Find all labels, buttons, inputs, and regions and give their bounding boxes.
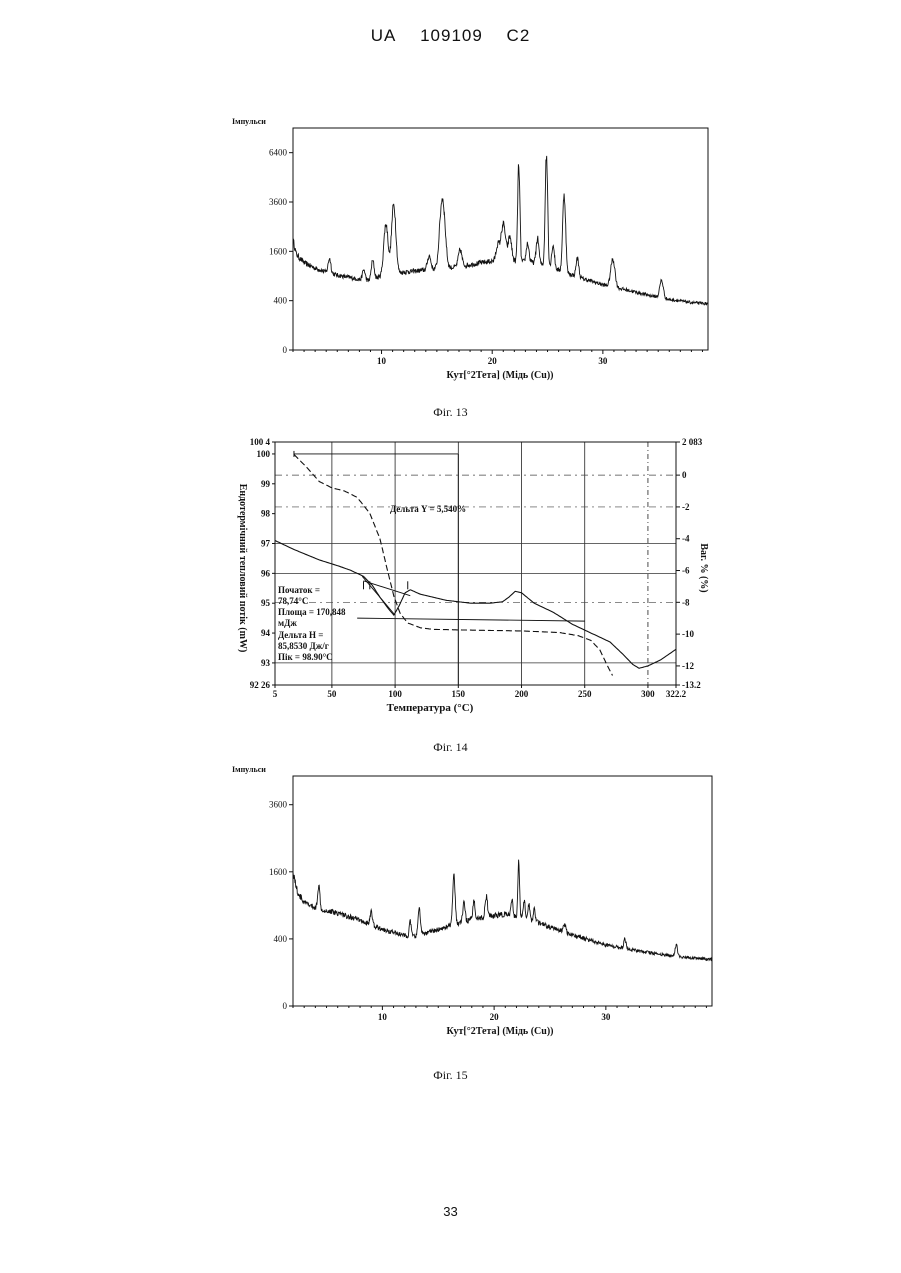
fig15-caption: Фіг. 15: [0, 1068, 901, 1083]
fig15-y-tick-label: 3600: [269, 800, 288, 810]
fig15-xlabel: Кут[°2Тета] (Мідь (Cu)): [446, 1026, 553, 1037]
fig15-y-tick-label: 400: [274, 934, 288, 944]
fig15-x-tick-label: 20: [490, 1012, 500, 1022]
fig15-plot-frame: [293, 776, 712, 1006]
fig15-y-tick-label: 1600: [269, 867, 288, 877]
fig15-x-tick-label: 30: [601, 1012, 611, 1022]
fig15-axes: 0 400 1600 3600 10 20 30: [269, 776, 712, 1022]
fig15-y-tick-label: 0: [283, 1001, 288, 1011]
fig15-ylabel: Імпульси: [232, 765, 266, 774]
fig15-pattern-line: [293, 860, 712, 961]
page-number: 33: [0, 1204, 901, 1219]
fig15-x-tick-label: 10: [378, 1012, 388, 1022]
